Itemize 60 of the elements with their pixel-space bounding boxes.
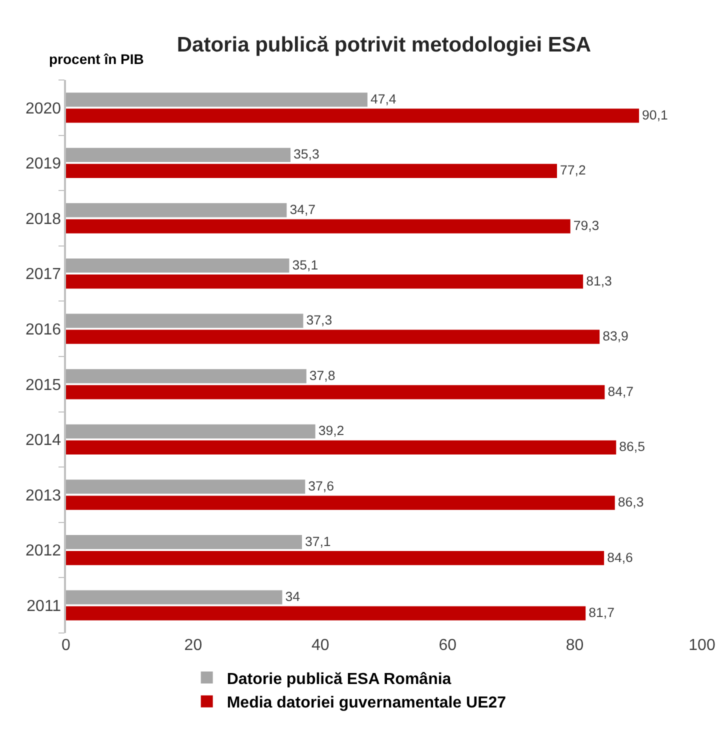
x-tick-label: 20 (184, 637, 202, 654)
x-tick-label: 80 (566, 637, 584, 654)
data-label: 37,3 (306, 312, 332, 328)
y-tick-label: 2011 (26, 598, 62, 615)
data-label: 35,1 (292, 257, 318, 272)
data-label: 47,4 (370, 91, 396, 106)
y-tick-label: 2013 (25, 487, 62, 504)
data-label: 84,6 (607, 550, 633, 565)
bar (66, 496, 615, 510)
bar (66, 440, 616, 455)
bar (66, 480, 306, 494)
y-tick-label: 2020 (25, 100, 62, 118)
data-label: 77,2 (560, 162, 586, 178)
x-axis-title: procent în PIB (49, 51, 144, 67)
data-label: 83,9 (602, 328, 628, 344)
bar (66, 164, 557, 178)
data-label: 81,7 (588, 605, 614, 620)
y-tick-label: 2017 (25, 266, 62, 284)
bar (66, 369, 306, 384)
bar (66, 274, 584, 289)
data-label: 39,2 (318, 423, 344, 438)
data-label: 79,3 (573, 218, 600, 233)
data-label: 37,8 (309, 368, 336, 383)
y-tick-label: 2016 (25, 321, 62, 338)
data-label: 81,3 (586, 273, 612, 288)
y-tick-label: 2018 (25, 210, 62, 228)
y-tick-label: 2019 (25, 156, 62, 173)
x-tick-label: 0 (62, 637, 71, 654)
bar (66, 314, 304, 328)
x-tick-label: 40 (312, 637, 330, 654)
bar (66, 148, 291, 162)
data-label: 86,5 (619, 439, 645, 454)
data-label: 34 (285, 589, 300, 604)
data-label: 37,1 (304, 534, 331, 549)
bar (66, 534, 302, 550)
legend-label: Media datoriei guvernamentale UE27 (226, 694, 506, 712)
bar (66, 108, 640, 123)
chart-title: Datoria publică potrivit metodologiei ESA (176, 33, 592, 56)
bar (66, 330, 600, 344)
bar (66, 92, 368, 107)
data-label: 86,3 (618, 494, 644, 510)
bar (66, 606, 586, 620)
y-tick-label: 2014 (25, 432, 62, 450)
data-label: 34,7 (290, 202, 316, 217)
bar (66, 203, 287, 218)
data-label: 37,6 (308, 478, 334, 494)
bar (66, 219, 570, 234)
bar (66, 424, 316, 438)
bar (66, 590, 282, 604)
data-label: 35,3 (294, 146, 320, 162)
data-label: 84,7 (608, 384, 634, 399)
bar (66, 551, 604, 566)
y-tick-label: 2015 (25, 376, 62, 394)
x-tick-label: 60 (438, 637, 457, 654)
y-tick-label: 2012 (25, 542, 62, 560)
x-tick-label: 100 (688, 637, 716, 654)
legend-label: Datorie publică ESA România (226, 670, 452, 688)
bar (66, 385, 605, 400)
data-label: 90,1 (642, 107, 668, 122)
bar (66, 258, 290, 273)
